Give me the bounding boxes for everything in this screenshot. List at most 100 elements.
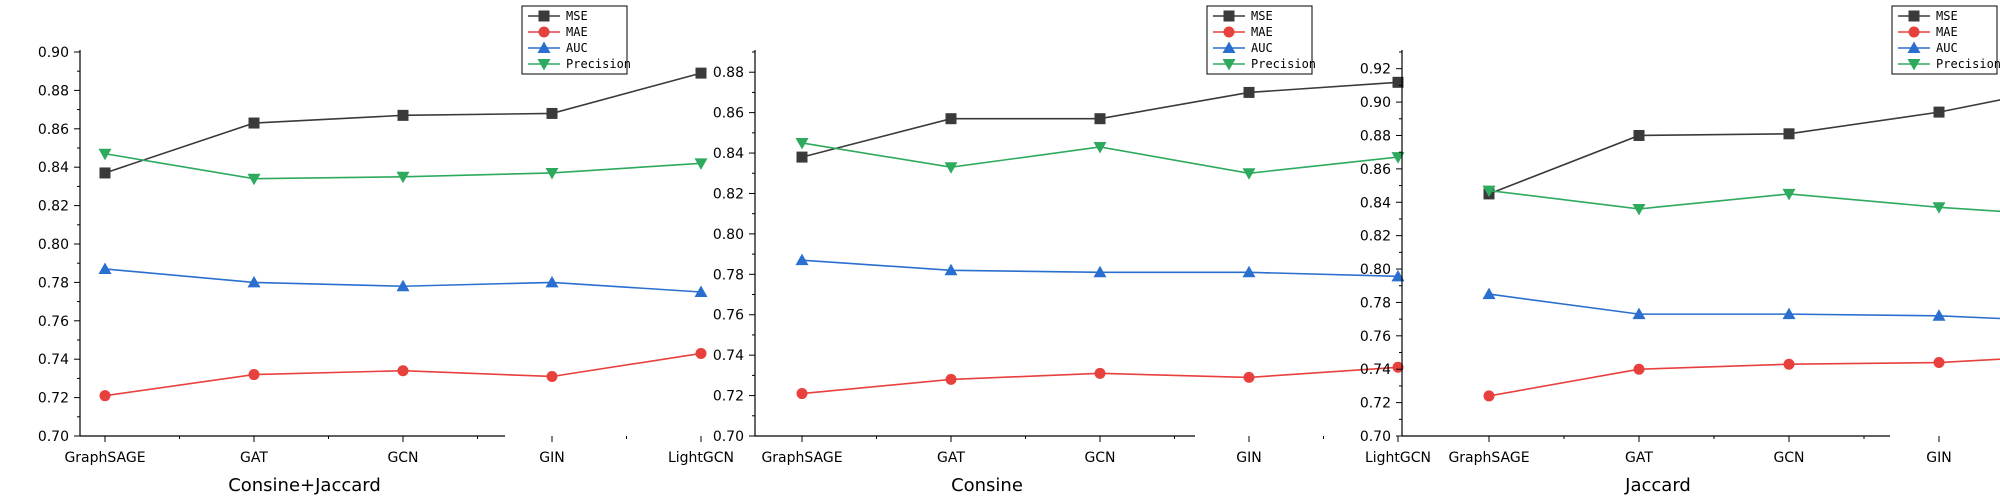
data-point-mae [945, 373, 957, 385]
data-point-mse [1094, 113, 1106, 125]
y-tick-label: 0.90 [1360, 95, 1391, 111]
data-point-mse [1633, 129, 1645, 141]
x-axis-title: Consine+Jaccard [228, 475, 381, 496]
legend-marker-auc [1222, 41, 1236, 53]
y-tick-label: 0.82 [713, 186, 744, 202]
data-point-auc [98, 262, 112, 274]
x-tick-label: GraphSAGE [761, 450, 842, 466]
legend-label: Precision [1251, 57, 1316, 71]
data-point-mse [945, 113, 957, 125]
x-tick-label: GAT [937, 450, 965, 466]
y-tick-label: 0.92 [1360, 62, 1391, 78]
legend-marker-precision [1222, 59, 1236, 71]
x-tick-label: GAT [240, 450, 268, 466]
y-tick-label: 0.70 [38, 429, 69, 445]
x-tick-label: GAT [1625, 450, 1653, 466]
x-tick-label: GCN [1773, 450, 1804, 466]
data-point-mse [1933, 106, 1945, 118]
data-point-mse [1243, 86, 1255, 98]
y-tick-label: 0.76 [38, 314, 69, 330]
data-point-precision [1782, 188, 1796, 201]
y-tick-label: 0.74 [713, 348, 744, 364]
series-line-auc [1488, 293, 2000, 320]
x-tick-label: GCN [1084, 450, 1115, 466]
data-point-auc [944, 263, 958, 276]
series-line-mae [1488, 358, 2000, 397]
data-point-auc [545, 275, 559, 288]
data-point-precision [98, 148, 112, 161]
y-tick-label: 0.70 [1360, 429, 1391, 445]
y-tick-label: 0.72 [38, 391, 69, 407]
data-point-auc [795, 253, 809, 266]
chart-panel-2: 0.70 0.72 0.74 0.76 0.78 0.80 0.82 0.84 0.86 0.88… [713, 5, 1431, 496]
y-tick-label: 0.84 [38, 160, 69, 176]
y-tick-label: 0.72 [713, 389, 744, 405]
chart-panel-1: 0.70 0.72 0.74 0.76 0.78 0.80 0.82 0.84 0.86 0.88… [38, 5, 734, 496]
data-point-mae [1633, 363, 1645, 375]
data-point-auc [1093, 265, 1107, 278]
y-tick-label: 0.80 [1360, 262, 1391, 278]
data-point-mse [1392, 76, 1404, 88]
data-point-mae [1483, 390, 1495, 402]
data-point-auc [1632, 307, 1646, 320]
data-point-mae [1783, 358, 1795, 370]
data-point-auc [1242, 265, 1256, 278]
y-tick-label: 0.84 [713, 146, 744, 162]
legend-marker-mse [1223, 10, 1235, 22]
legend-marker-mae [1908, 26, 1920, 38]
x-tick-label: GCN [387, 450, 418, 466]
data-point-mse [99, 167, 111, 179]
data-point-mae [1392, 361, 1404, 373]
data-point-precision [545, 167, 559, 180]
data-point-auc [247, 275, 261, 288]
x-tick-label: GIN [1926, 450, 1951, 466]
legend-label: MAE [1251, 25, 1273, 39]
x-tick-label: GIN [1236, 450, 1261, 466]
data-point-mae [248, 369, 260, 381]
data-point-mae [796, 388, 808, 400]
data-point-precision [1391, 152, 1405, 164]
data-point-mae [1243, 371, 1255, 383]
data-point-precision [795, 137, 809, 150]
legend-label: MSE [1936, 9, 1958, 23]
series-line-precision [1488, 189, 2000, 213]
legend-marker-mae [1223, 26, 1235, 38]
legend-marker-precision [537, 59, 551, 71]
y-tick-label: 0.88 [38, 83, 69, 99]
chart-panel-3: 0.70 0.72 0.74 0.76 0.78 0.80 0.82 0.84 0.86 0.88… [1360, 5, 2000, 496]
y-tick-label: 0.72 [1360, 396, 1391, 412]
data-point-mse [397, 109, 409, 121]
legend-label: AUC [1936, 41, 1958, 55]
series-line-mse [1488, 99, 2000, 195]
legend: MSE MAE AUC Precision [1206, 5, 1316, 75]
series-line-mse [104, 72, 702, 174]
y-tick-label: 0.78 [38, 275, 69, 291]
y-tick-label: 0.78 [1360, 295, 1391, 311]
data-point-auc [1932, 309, 1946, 321]
data-point-mae [397, 365, 409, 377]
x-tick-label: GraphSAGE [1448, 450, 1529, 466]
legend-marker-auc [1907, 41, 1921, 53]
y-tick-label: 0.78 [713, 267, 744, 283]
y-tick-label: 0.76 [713, 308, 744, 324]
legend-marker-precision [1907, 59, 1921, 71]
legend-label: AUC [1251, 41, 1273, 55]
legend-label: Precision [566, 57, 631, 71]
data-point-mse [546, 107, 558, 119]
x-axis-title: Jaccard [1624, 475, 1691, 496]
data-point-precision [1093, 141, 1107, 154]
data-point-auc [396, 279, 410, 292]
y-tick-label: 0.74 [38, 352, 69, 368]
y-tick-label: 0.76 [1360, 329, 1391, 345]
data-point-precision [1242, 168, 1256, 180]
legend-label: MAE [566, 25, 588, 39]
y-tick-label: 0.82 [1360, 229, 1391, 245]
data-point-mae [695, 347, 707, 359]
y-tick-label: 0.86 [713, 106, 744, 122]
x-axis-title: Consine [951, 475, 1023, 496]
x-tick-label: LightGCN [1365, 450, 1431, 466]
x-tick-label: GraphSAGE [64, 450, 145, 466]
data-point-mae [1094, 367, 1106, 379]
data-point-mse [248, 117, 260, 129]
